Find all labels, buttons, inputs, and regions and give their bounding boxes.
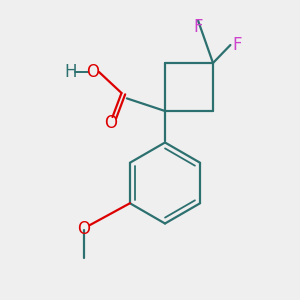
- Text: O: O: [77, 220, 91, 238]
- Text: H: H: [64, 63, 77, 81]
- Text: O: O: [86, 63, 100, 81]
- Text: F: F: [232, 36, 242, 54]
- Text: O: O: [104, 114, 118, 132]
- Text: F: F: [193, 18, 203, 36]
